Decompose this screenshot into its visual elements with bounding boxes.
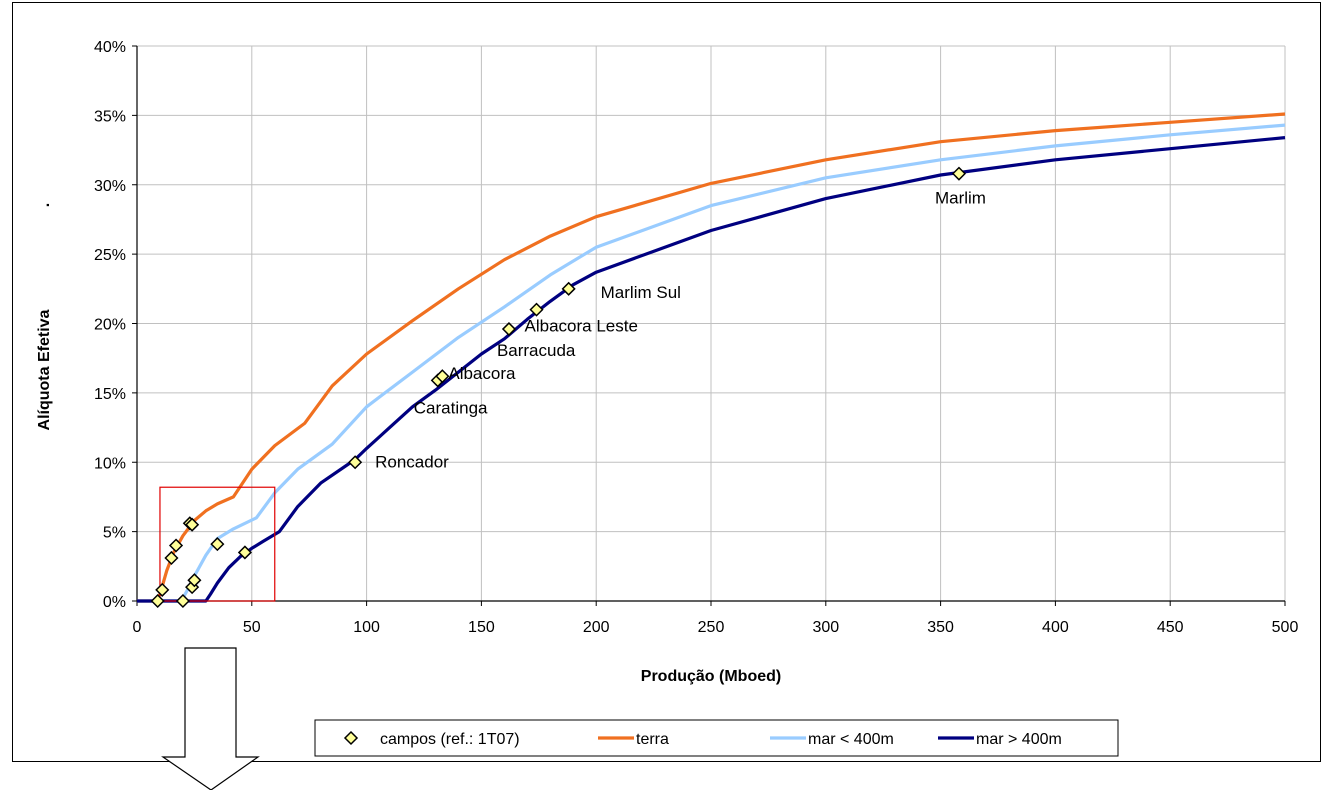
x-tick-label: 400 <box>1042 619 1069 636</box>
annotations: Marlim Marlim Sul Albacora Leste Barracuda A… <box>375 189 986 472</box>
x-tick-label: 150 <box>468 619 495 636</box>
data-point <box>210 537 225 552</box>
data-point <box>237 545 252 560</box>
data-point <box>348 455 363 470</box>
x-tick-label: 300 <box>812 619 839 636</box>
x-tick-label: 250 <box>698 619 725 636</box>
x-tick-label: 100 <box>353 619 380 636</box>
series-line-mar-400m <box>137 136 1286 603</box>
legend-marker <box>343 730 359 746</box>
data-point <box>501 321 517 337</box>
y-tick-label: 20% <box>94 317 126 334</box>
x-tick-label: 0 <box>133 619 142 636</box>
x-tick-label: 50 <box>243 619 261 636</box>
legend-box <box>314 719 1119 757</box>
data-point <box>529 302 544 317</box>
data-point <box>185 517 200 532</box>
data-point <box>168 538 184 553</box>
annotation-label: Barracuda <box>497 341 576 360</box>
down-arrow-icon <box>161 647 260 790</box>
legend-label: campos (ref.: 1T07) <box>380 731 520 748</box>
legend-label: terra <box>636 731 669 748</box>
y-tick-label: 10% <box>94 455 126 472</box>
x-tick-label: 200 <box>583 619 610 636</box>
gridlines <box>137 45 1286 601</box>
data-point <box>164 550 179 566</box>
data-point <box>175 593 190 609</box>
x-axis-title: Produção (Mboed) <box>641 668 781 685</box>
legend-label: mar < 400m <box>808 731 894 748</box>
axes <box>132 45 1286 606</box>
y-axis-mark: . <box>36 203 53 207</box>
annotation-label: Marlim Sul <box>601 283 681 302</box>
x-tick-label: 500 <box>1272 619 1299 636</box>
data-point <box>150 593 165 609</box>
annotation-label: Roncador <box>375 452 449 471</box>
annotation-label: Albacora Leste <box>525 317 638 336</box>
annotation-label: Caratinga <box>414 398 488 417</box>
y-axis-title: Alíquota Efetiva <box>36 309 53 430</box>
y-tick-label: 15% <box>94 386 126 403</box>
y-tick-label: 35% <box>94 108 126 125</box>
tick-labels: 0% 5% 10% 15% 20% 25% 30% 35% 40% 0 50 100 150 200 250… <box>94 39 1298 636</box>
annotation-label: Albacora <box>448 364 516 383</box>
x-tick-label: 350 <box>927 619 954 636</box>
legend-label: mar > 400m <box>976 731 1062 748</box>
annotation-label: Marlim <box>935 189 986 208</box>
y-tick-label: 30% <box>94 178 126 195</box>
y-tick-label: 0% <box>103 594 126 611</box>
legend: campos (ref.: 1T07) terra mar < 400m mar > … <box>314 719 1119 757</box>
data-point <box>187 573 202 588</box>
data-point <box>435 369 450 384</box>
highlight-box <box>159 486 276 602</box>
y-tick-label: 40% <box>94 39 126 56</box>
data-point <box>155 582 170 597</box>
data-point <box>951 166 967 181</box>
y-tick-label: 5% <box>103 525 126 542</box>
x-tick-label: 450 <box>1157 619 1184 636</box>
data-points <box>150 166 967 609</box>
y-tick-label: 25% <box>94 247 126 264</box>
data-point <box>561 281 576 296</box>
zoom-region-box <box>159 486 276 602</box>
